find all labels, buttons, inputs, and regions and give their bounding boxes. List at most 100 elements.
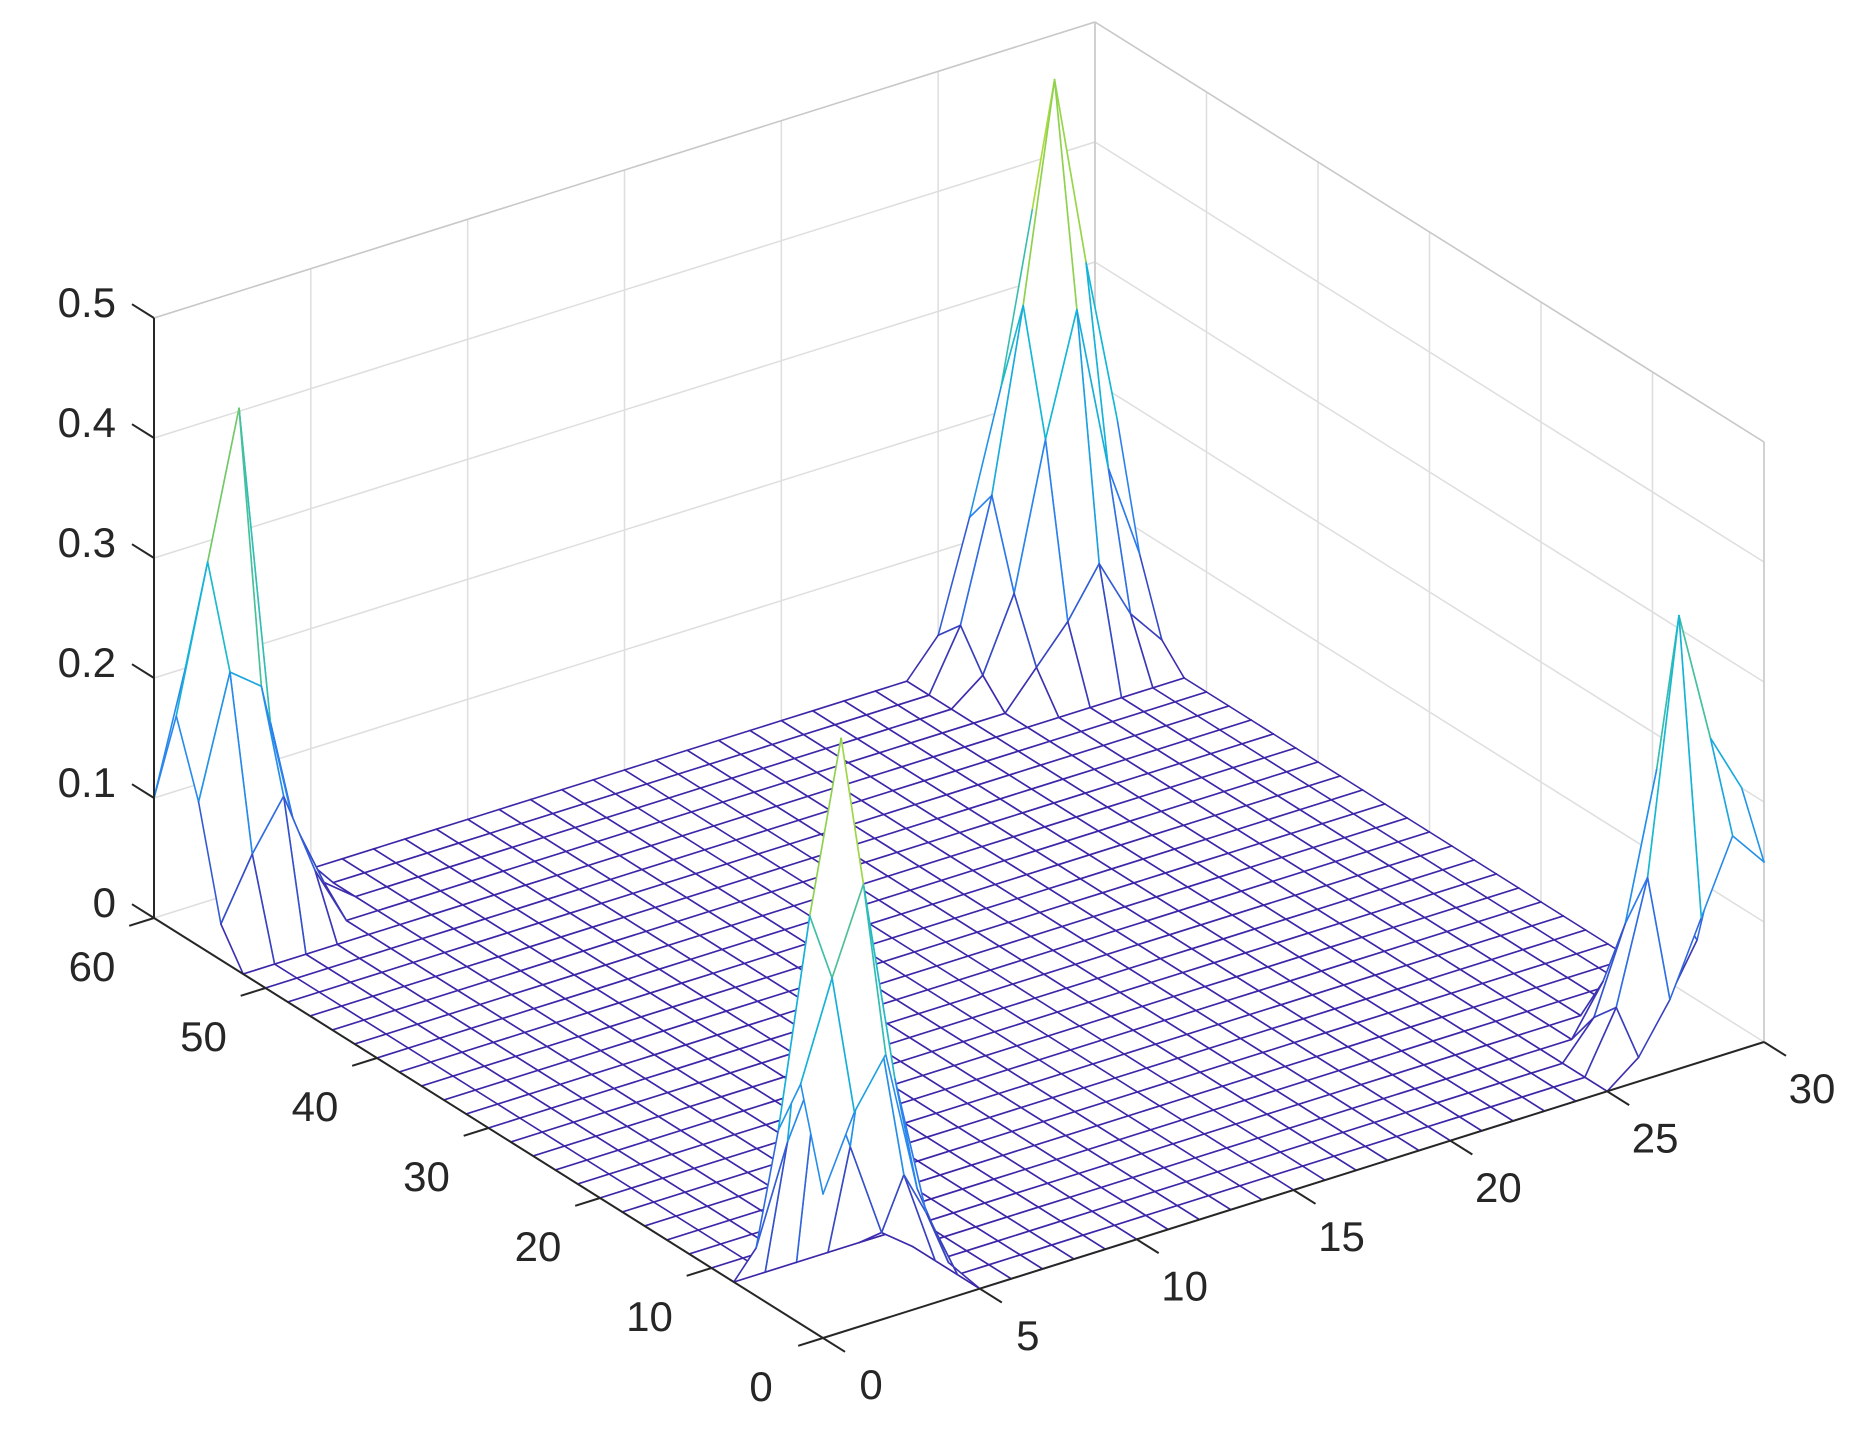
mesh-edge [1165,715,1199,727]
mesh-edge [869,775,894,792]
mesh-edge [971,1007,1005,1019]
mesh-edge [362,1019,387,1035]
mesh-edge [990,812,1024,824]
mesh-edge [1330,789,1364,801]
mesh-edge [999,788,1033,800]
mesh-edge [1183,677,1208,693]
mesh-edge [775,805,800,822]
mesh-edge [1535,986,1560,1003]
mesh-edge [376,1047,410,1059]
mesh-edge [1226,989,1260,1002]
mesh-edge [1181,961,1215,974]
mesh-edge [1017,750,1042,767]
mesh-edge [1118,1138,1143,1155]
mesh-edge [1178,752,1212,765]
mesh-edge [1033,1144,1058,1161]
mesh-edge [542,983,567,1000]
mesh-edge [708,753,742,766]
mesh-edge [972,869,997,886]
mesh-edge [1039,911,1063,928]
mesh-edge [728,1219,753,1236]
mesh-edge [1195,852,1229,865]
mesh-edge [657,1105,691,1118]
mesh-edge [1441,1016,1466,1032]
mesh-edge [899,1050,933,1063]
mesh-edge [783,928,808,945]
mesh-edge [1230,1051,1264,1064]
mesh-edge [847,751,881,764]
mesh-edge [1000,304,1025,389]
mesh-edge [1004,666,1038,715]
mesh-edge [680,1119,714,1132]
mesh-edge [1225,1137,1259,1149]
mesh-edge [1464,883,1489,899]
mesh-edge [1414,1078,1447,1090]
mesh-edge [1082,1087,1107,1103]
mesh-edge [806,795,831,812]
mesh-edge [912,1098,937,1115]
mesh-face [850,992,904,1233]
mesh-edge [1064,1124,1098,1137]
x-tick-label: 10 [1161,1262,1208,1309]
mesh-edge [950,674,984,711]
mesh-edge [1216,1161,1250,1173]
mesh-edge [886,1012,920,1025]
mesh-edge [1333,1008,1358,1024]
mesh-edge [1109,1152,1143,1165]
mesh-edge [940,1026,964,1043]
mesh-edge [731,777,755,794]
mesh-edge [1382,1088,1416,1100]
mesh-edge [505,1079,530,1096]
mesh-edge [1186,1033,1210,1050]
mesh-edge [949,855,974,872]
mesh-edge [1392,916,1426,929]
mesh-edge [1138,786,1172,799]
mesh-edge [1048,887,1073,904]
mesh-edge [895,989,929,1001]
mesh-edge [376,909,401,926]
mesh-edge [802,733,827,750]
mesh-edge [1207,1185,1241,1197]
mesh-edge [1132,1019,1166,1032]
mesh-edge [752,938,777,955]
mesh-edge [1428,831,1453,847]
mesh-edge [775,795,809,808]
mesh-edge [662,1030,687,1046]
mesh-edge [1087,1138,1121,1151]
mesh-edge [1209,890,1243,902]
mesh-edge [1248,1003,1282,1016]
mesh-edge [573,964,607,976]
mesh-edge [1172,1133,1206,1145]
mesh-edge [1526,1010,1551,1027]
mesh-edge [715,1181,740,1198]
mesh-edge [635,1091,669,1104]
mesh-edge [690,801,724,813]
mesh-edge [1329,936,1363,949]
mesh-edge [1024,1168,1049,1185]
mesh-edge [976,921,1010,934]
mesh-edge [958,969,992,981]
mesh-edge [686,749,711,766]
mesh-edge [475,932,509,944]
mesh-edge [1308,785,1333,801]
mesh-edge [1379,878,1413,891]
mesh-edge [429,1051,463,1063]
mesh-edge [659,821,684,837]
mesh-edge [496,1093,530,1105]
mesh-edge [945,784,979,796]
mesh-edge [935,965,960,981]
mesh-face [1710,737,1764,862]
y-tick [463,1127,489,1137]
mesh-edge [425,989,459,1002]
mesh-edge [730,914,764,927]
grid-line [1094,381,1765,803]
mesh-edge [1285,771,1310,787]
mesh-edge [1019,1244,1053,1256]
mesh-edge [699,787,724,803]
mesh-edge [1240,880,1274,893]
mesh-edge [720,1086,754,1098]
mesh-edge [1262,894,1296,907]
mesh-edge [1187,729,1221,741]
mesh-edge [372,985,406,998]
mesh-edge [912,1245,937,1262]
